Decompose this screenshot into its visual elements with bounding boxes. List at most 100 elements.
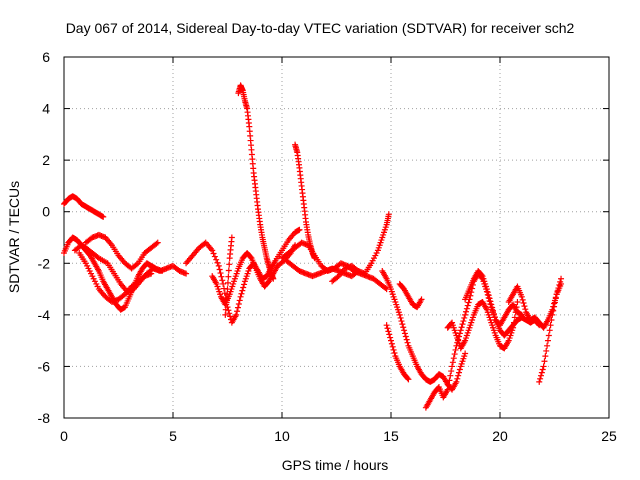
y-tick-label: -2 <box>38 255 51 271</box>
data-point <box>483 286 490 293</box>
data-point-interp <box>489 304 496 311</box>
series-arc-h <box>222 234 235 318</box>
data-point <box>224 286 231 293</box>
data-point-interp <box>94 254 101 261</box>
data-point <box>449 363 456 370</box>
data-point-interp <box>225 267 232 274</box>
data-point-interp <box>235 301 242 308</box>
data-point <box>457 327 464 334</box>
y-tick-label: 4 <box>42 101 50 117</box>
data-point-interp <box>544 342 551 349</box>
data-point-interp <box>450 355 457 362</box>
data-point-interp <box>520 299 527 306</box>
series-arc-n <box>379 268 469 393</box>
data-point-interp <box>460 318 467 325</box>
series-arc-a <box>61 193 107 220</box>
series-arc-c <box>71 242 190 295</box>
y-tick-label: 6 <box>42 49 50 65</box>
data-point-interp <box>461 314 468 321</box>
data-point <box>488 301 495 308</box>
data-point <box>536 378 543 385</box>
data-point-interp <box>478 272 485 279</box>
data-point-interp <box>452 346 459 353</box>
data-point <box>544 337 551 344</box>
data-point <box>183 270 190 277</box>
data-point-interp <box>404 375 411 382</box>
data-point-interp <box>391 350 398 357</box>
data-point <box>100 213 107 220</box>
series-arc-i <box>235 82 277 282</box>
data-point-interp <box>398 318 405 325</box>
data-point-interp <box>464 302 471 309</box>
data-point-interp <box>223 296 230 303</box>
data-point-interp <box>451 351 458 358</box>
data-point <box>154 239 161 246</box>
series-arc-b <box>61 234 166 313</box>
data-point-interp <box>399 321 406 328</box>
data-point-interp <box>445 381 452 388</box>
data-point-interp <box>487 298 494 305</box>
data-point <box>401 327 408 334</box>
data-point <box>540 363 547 370</box>
data-point <box>558 275 565 282</box>
data-point <box>220 280 227 287</box>
data-point-interp <box>225 273 232 280</box>
data-point-interp <box>543 347 550 354</box>
data-point-interp <box>538 369 545 376</box>
series-arc-u <box>536 280 565 385</box>
data-point <box>462 311 469 318</box>
data-point <box>549 306 556 313</box>
x-tick-label: 20 <box>492 428 508 444</box>
data-point-interp <box>226 310 233 317</box>
data-point-interp <box>213 256 220 263</box>
data-point-interp <box>222 306 229 313</box>
data-point-interp <box>512 309 519 316</box>
data-point-interp <box>238 290 245 297</box>
data-point-interp <box>385 328 392 335</box>
x-tick-label: 15 <box>383 428 399 444</box>
data-point <box>558 280 565 287</box>
data-point-interp <box>484 289 491 296</box>
series-arc-e <box>76 249 155 305</box>
x-axis-label: GPS time / hours <box>282 457 389 473</box>
data-point-interp <box>239 287 246 294</box>
data-point-interp <box>224 291 231 298</box>
data-point-interp <box>218 273 225 280</box>
data-point-interp <box>485 292 492 299</box>
data-point-interp <box>210 250 217 257</box>
grid <box>64 57 609 418</box>
data-point-interp <box>404 339 411 346</box>
data-point-interp <box>397 314 404 321</box>
data-point <box>148 270 155 277</box>
data-point <box>549 311 556 318</box>
y-tick-label: -6 <box>38 358 51 374</box>
data-point <box>418 296 425 303</box>
chart-title: Day 067 of 2014, Sidereal Day-to-day VTE… <box>66 20 575 36</box>
data-point <box>209 247 216 254</box>
data-point <box>396 311 403 318</box>
plot-frame <box>63 56 610 419</box>
data-point-interp <box>217 270 224 277</box>
data-point-interp <box>521 303 528 310</box>
series-arc-d <box>82 231 161 272</box>
data-point-interp <box>542 353 549 360</box>
data-point-interp <box>465 299 472 306</box>
data-point-interp <box>468 289 475 296</box>
data-point-interp <box>537 372 544 379</box>
series-arc-s <box>462 268 543 339</box>
data-point-interp <box>446 377 453 384</box>
data-point-interp <box>548 317 555 324</box>
data-point-interp <box>384 325 391 332</box>
series-arc-m <box>329 211 392 285</box>
data-point-interp <box>400 324 407 331</box>
series-arc-f <box>183 226 303 326</box>
data-point-interp <box>458 324 465 331</box>
data-point-interp <box>133 261 140 268</box>
data-point-interp <box>490 307 497 314</box>
data-point-interp <box>234 308 241 315</box>
data-point-interp <box>537 375 544 382</box>
data-point-interp <box>224 279 231 286</box>
data-point-interp <box>513 304 520 311</box>
